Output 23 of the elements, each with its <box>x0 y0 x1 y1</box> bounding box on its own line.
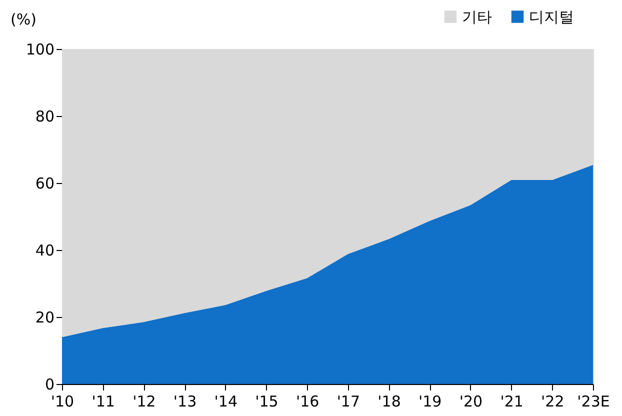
x-tick-label: '12 <box>132 392 156 410</box>
y-tick-label: 0 <box>44 376 54 394</box>
y-tick-label: 60 <box>35 174 54 192</box>
legend-label: 기타 <box>462 8 492 26</box>
x-tick-label: '10 <box>50 392 74 410</box>
x-tick-label: '20 <box>459 392 483 410</box>
y-tick-label: 40 <box>35 242 54 260</box>
x-tick-label: '21 <box>500 392 524 410</box>
x-tick-label: '11 <box>92 392 115 410</box>
x-tick-label: '13 <box>173 392 197 410</box>
x-tick-label: '19 <box>418 392 442 410</box>
legend-label: 디지털 <box>529 8 574 26</box>
x-tick-label: '18 <box>378 392 401 410</box>
y-axis-title: (%) <box>10 10 36 28</box>
x-tick-label: '15 <box>255 392 278 410</box>
x-tick-label: '23E <box>577 392 610 410</box>
y-tick-label: 80 <box>35 108 54 126</box>
y-tick-label: 20 <box>35 308 54 326</box>
x-tick-label: '17 <box>336 392 360 410</box>
y-tick-label: 100 <box>26 40 54 58</box>
x-tick-label: '16 <box>296 392 320 410</box>
x-tick-label: '14 <box>214 392 238 410</box>
x-tick-label: '22 <box>541 392 564 410</box>
